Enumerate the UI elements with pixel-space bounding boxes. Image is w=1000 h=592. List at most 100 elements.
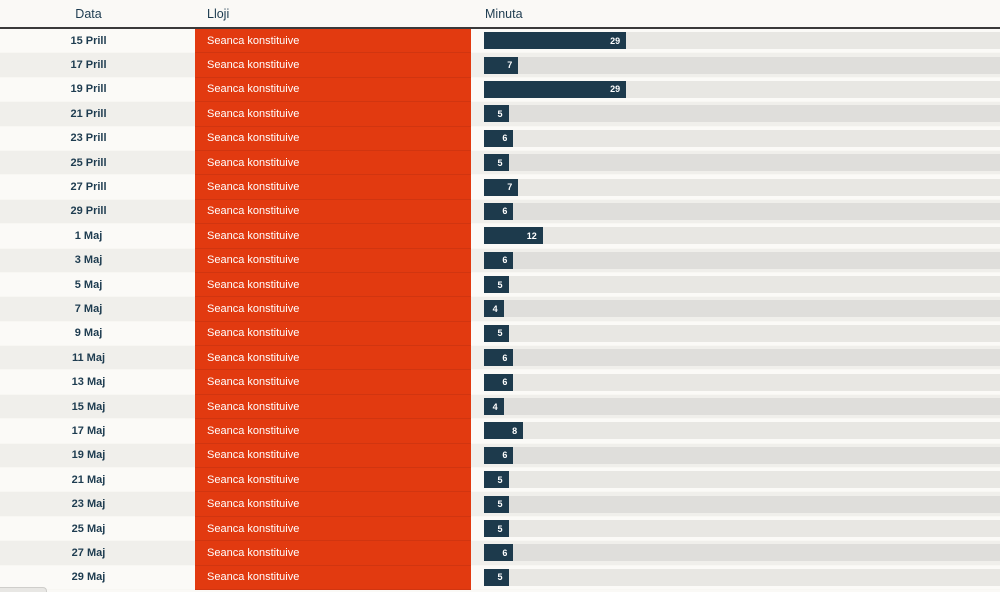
minutes-track: 5 [484,520,1000,537]
minutes-cell: 4 [471,394,1000,420]
table-row[interactable]: 5 Maj Seanca konstituive 5 [0,272,1000,298]
date-cell: 27 Prill [0,175,195,200]
minutes-track: 29 [484,32,1000,50]
table-row[interactable]: 27 Prill Seanca konstituive 7 [0,175,1000,200]
minutes-bar[interactable]: 4 [484,398,504,416]
table-row[interactable]: 3 Maj Seanca konstituive 6 [0,248,1000,273]
table-row[interactable]: 21 Prill Seanca konstituive 5 [0,102,1000,127]
type-cell: Seanca konstituive [195,394,471,420]
minutes-track: 5 [484,324,1000,342]
type-cell: Seanca konstituive [195,175,471,200]
table-row[interactable]: 19 Maj Seanca konstituive 6 [0,443,1000,469]
minutes-bar[interactable]: 6 [484,349,514,367]
type-cell: Seanca konstituive [195,199,471,225]
minutes-bar[interactable]: 6 [484,373,514,391]
type-cell: Seanca konstituive [195,272,471,298]
type-cell: Seanca konstituive [195,248,471,273]
minutes-bar[interactable]: 5 [484,471,509,489]
minutes-track: 5 [484,568,1000,586]
minutes-bar[interactable]: 12 [484,227,543,245]
minutes-track: 12 [484,227,1000,245]
table-body: 15 Prill Seanca konstituive 29 17 Prill … [0,29,1000,590]
table-row[interactable]: 7 Maj Seanca konstituive 4 [0,297,1000,322]
table-row[interactable]: 29 Prill Seanca konstituive 6 [0,199,1000,225]
minutes-bar[interactable]: 5 [484,276,509,294]
table-row[interactable]: 11 Maj Seanca konstituive 6 [0,346,1000,371]
minutes-bar[interactable]: 7 [484,178,519,196]
table-row[interactable]: 9 Maj Seanca konstituive 5 [0,321,1000,347]
minutes-track: 7 [484,178,1000,196]
date-cell: 13 Maj [0,370,195,395]
minutes-bar[interactable]: 5 [484,105,509,123]
type-cell: Seanca konstituive [195,297,471,322]
minutes-bar[interactable]: 7 [484,56,519,74]
table-row[interactable]: 17 Maj Seanca konstituive 8 [0,419,1000,444]
minutes-bar[interactable]: 5 [484,495,509,513]
minutes-cell: 8 [471,419,1000,444]
table-row[interactable]: 23 Prill Seanca konstituive 6 [0,126,1000,151]
column-header-minuta[interactable]: Minuta [485,6,523,21]
status-bubble [0,587,47,592]
minutes-bar[interactable]: 5 [484,568,509,586]
table-row[interactable]: 15 Maj Seanca konstituive 4 [0,394,1000,420]
minutes-bar[interactable]: 6 [484,544,514,562]
minutes-track: 6 [484,129,1000,147]
minutes-track: 7 [484,56,1000,74]
minutes-bar[interactable]: 8 [484,422,524,440]
type-cell: Seanca konstituive [195,77,471,103]
date-cell: 25 Maj [0,516,195,542]
minutes-bar[interactable]: 29 [484,32,627,50]
minutes-track: 5 [484,154,1000,172]
column-header-data[interactable]: Data [75,6,102,21]
type-cell: Seanca konstituive [195,346,471,371]
minutes-track: 6 [484,251,1000,269]
minutes-cell: 29 [471,77,1000,103]
table-row[interactable]: 23 Maj Seanca konstituive 5 [0,492,1000,517]
table-row[interactable]: 25 Prill Seanca konstituive 5 [0,150,1000,176]
minutes-bar[interactable]: 29 [484,80,627,98]
minutes-cell: 6 [471,443,1000,469]
type-cell: Seanca konstituive [195,468,471,493]
date-cell: 11 Maj [0,346,195,371]
type-cell: Seanca konstituive [195,126,471,151]
date-cell: 23 Prill [0,126,195,151]
minutes-bar[interactable]: 5 [484,154,509,172]
minutes-bar[interactable]: 6 [484,202,514,220]
minutes-bar[interactable]: 5 [484,520,509,537]
date-cell: 29 Maj [0,565,195,590]
minutes-bar[interactable]: 6 [484,129,514,147]
table-row[interactable]: 19 Prill Seanca konstituive 29 [0,77,1000,103]
table-row[interactable]: 1 Maj Seanca konstituive 12 [0,224,1000,249]
table-row[interactable]: 21 Maj Seanca konstituive 5 [0,468,1000,493]
table-header: Data Lloji Minuta [0,0,1000,29]
minutes-cell: 6 [471,248,1000,273]
minutes-bar[interactable]: 5 [484,324,509,342]
column-header-lloji[interactable]: Lloji [207,6,230,21]
date-cell: 29 Prill [0,199,195,225]
table-row[interactable]: 29 Maj Seanca konstituive 5 [0,565,1000,590]
table-row[interactable]: 25 Maj Seanca konstituive 5 [0,516,1000,542]
table-row[interactable]: 15 Prill Seanca konstituive 29 [0,29,1000,54]
table-row[interactable]: 17 Prill Seanca konstituive 7 [0,53,1000,78]
date-cell: 1 Maj [0,224,195,249]
minutes-track: 6 [484,544,1000,562]
type-cell: Seanca konstituive [195,370,471,395]
table-row[interactable]: 27 Maj Seanca konstituive 6 [0,541,1000,566]
minutes-track: 6 [484,446,1000,464]
minutes-cell: 5 [471,516,1000,542]
minutes-track: 5 [484,105,1000,123]
minutes-cell: 6 [471,199,1000,225]
minutes-bar[interactable]: 6 [484,251,514,269]
date-cell: 25 Prill [0,150,195,176]
minutes-cell: 4 [471,297,1000,322]
minutes-bar[interactable]: 4 [484,300,504,318]
minutes-cell: 5 [471,321,1000,347]
type-cell: Seanca konstituive [195,53,471,78]
table-row[interactable]: 13 Maj Seanca konstituive 6 [0,370,1000,395]
date-cell: 23 Maj [0,492,195,517]
minutes-cell: 6 [471,541,1000,566]
minutes-track: 6 [484,373,1000,391]
minutes-track: 29 [484,80,1000,98]
minutes-bar[interactable]: 6 [484,446,514,464]
